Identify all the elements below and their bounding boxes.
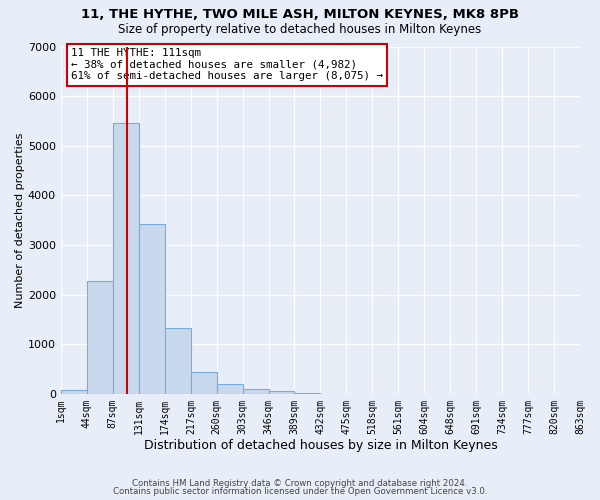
Text: Contains public sector information licensed under the Open Government Licence v3: Contains public sector information licen… (113, 487, 487, 496)
Bar (217, 384, 242, 394)
Bar (61, 390, 86, 394)
Text: Size of property relative to detached houses in Milton Keynes: Size of property relative to detached ho… (118, 22, 482, 36)
Bar (165, 328, 191, 394)
Bar (86, 280, 113, 394)
Bar (191, 372, 217, 394)
Bar (269, 392, 295, 394)
Bar (113, 124, 139, 394)
Text: 11, THE HYTHE, TWO MILE ASH, MILTON KEYNES, MK8 8PB: 11, THE HYTHE, TWO MILE ASH, MILTON KEYN… (81, 8, 519, 20)
Bar (139, 224, 165, 394)
Text: 11 THE HYTHE: 111sqm
← 38% of detached houses are smaller (4,982)
61% of semi-de: 11 THE HYTHE: 111sqm ← 38% of detached h… (71, 48, 383, 82)
Bar (242, 390, 269, 394)
Text: Contains HM Land Registry data © Crown copyright and database right 2024.: Contains HM Land Registry data © Crown c… (132, 478, 468, 488)
Y-axis label: Number of detached properties: Number of detached properties (15, 132, 25, 308)
Bar (295, 392, 320, 394)
X-axis label: Distribution of detached houses by size in Milton Keynes: Distribution of detached houses by size … (143, 440, 497, 452)
